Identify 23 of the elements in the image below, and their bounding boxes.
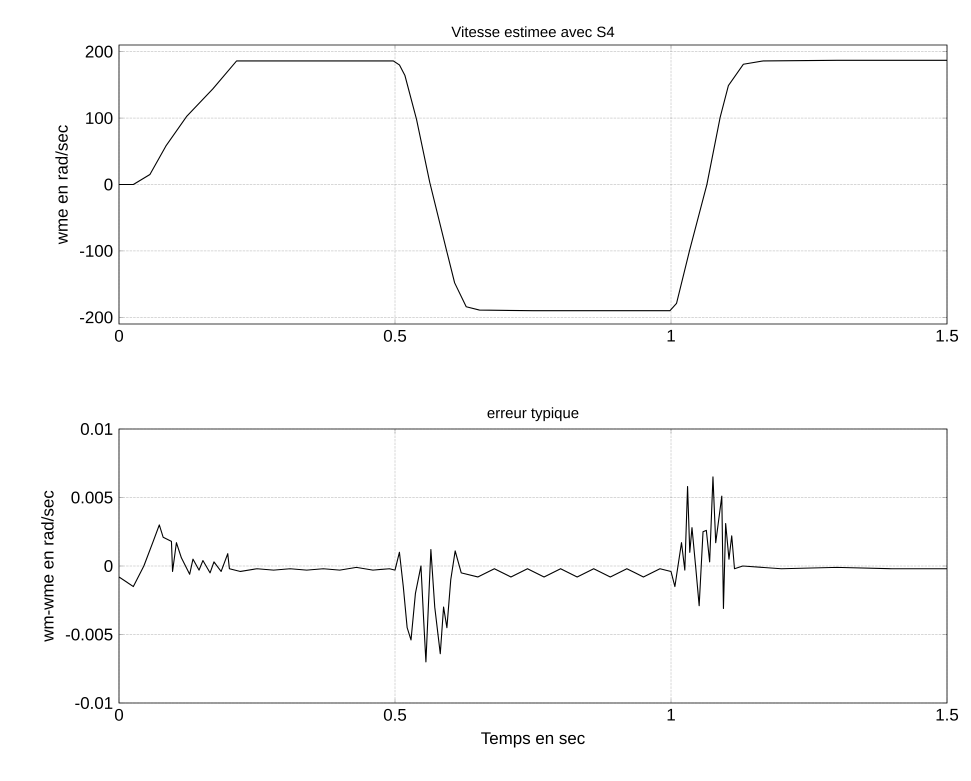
y-axis-title: wm-wme en rad/sec	[41, 490, 54, 642]
x-tick-label: 0.5	[384, 330, 406, 342]
x-tick-label: 0	[114, 708, 124, 721]
y-tick-label: 100	[86, 112, 112, 124]
y-tick-label: 0.005	[71, 492, 112, 504]
x-tick-label: 0	[114, 330, 124, 342]
y-tick-label: 0	[104, 560, 112, 572]
y-tick-label: -0.01	[75, 697, 112, 709]
y-tick-label: 200	[86, 46, 112, 58]
y-tick-label: -0.005	[66, 628, 112, 640]
x-tick-label: 1	[668, 330, 675, 342]
x-axis-title: Temps en sec	[481, 732, 585, 748]
chart-title: erreur typique	[488, 407, 578, 422]
x-tick-label: 0.5	[384, 708, 406, 721]
y-tick-label: 0.01	[80, 423, 112, 435]
y-axis-title: wme en rad/sec	[55, 125, 68, 244]
y-tick-label: -200	[80, 311, 112, 324]
x-tick-label: 1.5	[936, 708, 958, 721]
y-tick-label: 0	[104, 178, 113, 190]
chart-title: Vitesse estimee avec S4	[451, 26, 614, 38]
y-tick-label: -100	[80, 244, 112, 257]
x-tick-label: 1.5	[936, 330, 958, 342]
x-tick-label: 1	[668, 708, 675, 720]
